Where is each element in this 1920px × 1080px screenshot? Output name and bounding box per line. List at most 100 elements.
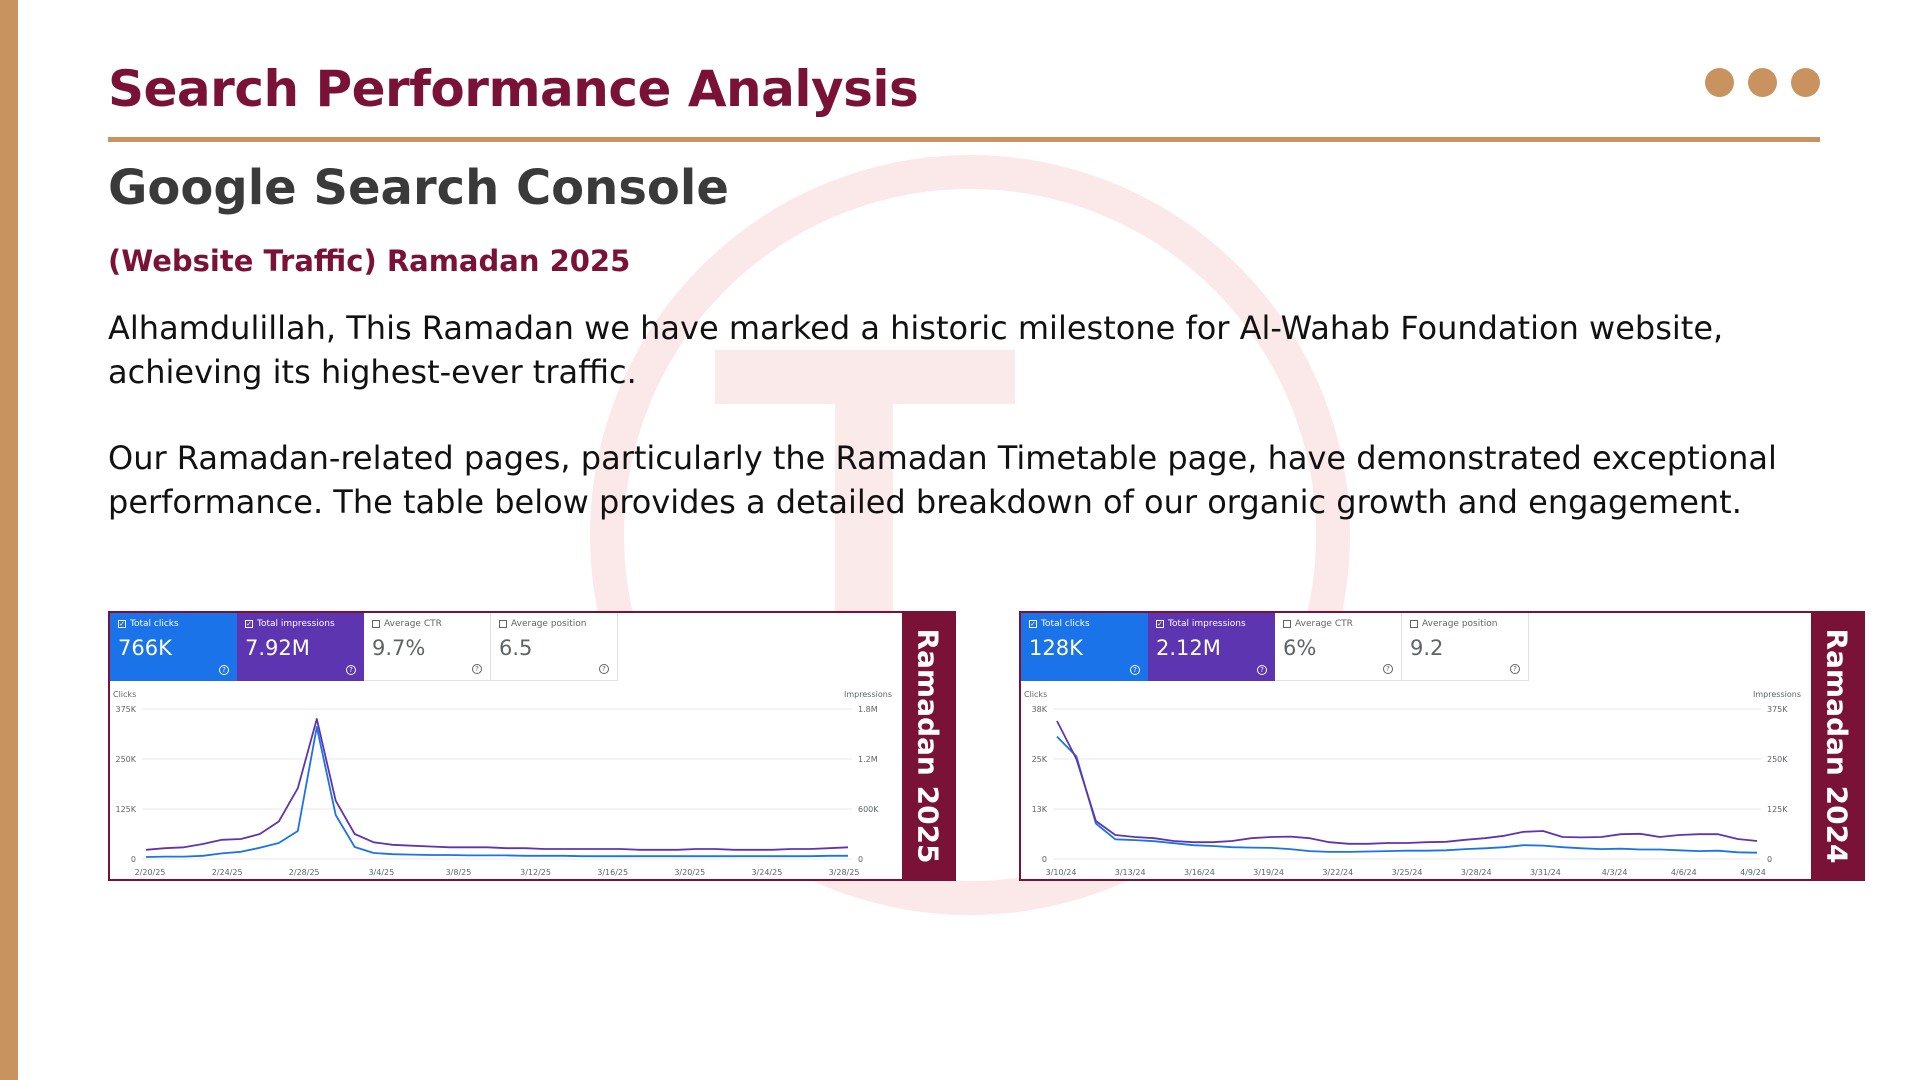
metric-label: Total impressions	[1168, 619, 1246, 629]
help-icon[interactable]: ?	[472, 664, 482, 674]
metric-card-position[interactable]: Average position 9.2 ?	[1402, 613, 1529, 681]
left-accent-bar	[0, 0, 18, 1080]
dot-icon	[1791, 68, 1820, 97]
clicks-series-line	[145, 726, 848, 858]
x-tick-label: 3/16/25	[597, 868, 628, 877]
metric-label: Total clicks	[130, 619, 179, 629]
section-tag: (Website Traffic) Ramadan 2025	[108, 244, 631, 278]
dot-icon	[1705, 68, 1734, 97]
panel-side-label: Ramadan 2024	[1811, 613, 1863, 879]
right-axis-title: Impressions	[844, 690, 892, 699]
left-axis-title: Clicks	[1024, 690, 1047, 699]
metric-value: 9.2	[1410, 636, 1444, 660]
panel-side-label: Ramadan 2025	[902, 613, 954, 879]
metric-label: Average position	[1422, 619, 1498, 629]
metric-label: Total impressions	[257, 619, 335, 629]
x-tick-label: 3/22/24	[1322, 868, 1353, 877]
x-tick-label: 3/25/24	[1392, 868, 1423, 877]
x-tick-label: 3/12/25	[520, 868, 551, 877]
checkbox-icon[interactable]: ✓	[1156, 620, 1164, 628]
metric-card-clicks[interactable]: ✓ Total clicks 766K ?	[110, 613, 237, 681]
help-icon[interactable]: ?	[1130, 665, 1140, 675]
chart-2024: Clicks Impressions 38K 375K 25K 250K 13K 125K 0 0…	[1024, 690, 1801, 877]
metric-card-impressions[interactable]: ✓ Total impressions 7.92M ?	[237, 613, 364, 681]
x-tick-label: 3/19/24	[1253, 868, 1284, 877]
metric-value: 7.92M	[245, 636, 310, 660]
right-tick-label: 1.8M	[858, 705, 878, 714]
metric-label: Average CTR	[384, 619, 442, 629]
metric-value: 766K	[118, 636, 172, 660]
right-tick-label: 1.2M	[858, 755, 878, 764]
metric-card-impressions[interactable]: ✓ Total impressions 2.12M ?	[1148, 613, 1275, 681]
help-icon[interactable]: ?	[1510, 664, 1520, 674]
metric-label: Total clicks	[1041, 619, 1090, 629]
page-title: Search Performance Analysis	[108, 60, 919, 118]
gsc-panel-2025: ✓ Total clicks 766K ? ✓ Total impressions …	[108, 611, 956, 881]
metric-value: 6.5	[499, 636, 533, 660]
x-tick-label: 2/20/25	[135, 868, 166, 877]
panel-year-label: Ramadan 2024	[1820, 628, 1854, 864]
help-icon[interactable]: ?	[599, 664, 609, 674]
x-tick-label: 3/28/25	[829, 868, 860, 877]
checkbox-icon[interactable]: ✓	[118, 620, 126, 628]
right-tick-label: 0	[1767, 855, 1772, 864]
left-axis-title: Clicks	[113, 690, 136, 699]
x-tick-label: 4/9/24	[1740, 868, 1766, 877]
checkbox-icon[interactable]	[499, 620, 507, 628]
metric-label: Average CTR	[1295, 619, 1353, 629]
x-tick-label: 4/6/24	[1671, 868, 1697, 877]
metric-value: 128K	[1029, 636, 1083, 660]
x-tick-label: 2/24/25	[212, 868, 243, 877]
right-tick-label: 250K	[1767, 755, 1788, 764]
checkbox-icon[interactable]: ✓	[245, 620, 253, 628]
right-axis-title: Impressions	[1753, 690, 1801, 699]
x-tick-label: 3/10/24	[1046, 868, 1077, 877]
help-icon[interactable]: ?	[219, 665, 229, 675]
impressions-series-line	[1056, 720, 1758, 845]
metric-card-clicks[interactable]: ✓ Total clicks 128K ?	[1021, 613, 1148, 681]
help-icon[interactable]: ?	[346, 665, 356, 675]
right-tick-label: 0	[858, 855, 863, 864]
x-tick-label: 3/20/25	[674, 868, 705, 877]
help-icon[interactable]: ?	[1383, 664, 1393, 674]
metric-cards: ✓ Total clicks 766K ? ✓ Total impressions …	[110, 613, 618, 681]
x-tick-label: 3/31/24	[1530, 868, 1561, 877]
metric-value: 9.7%	[372, 636, 426, 660]
right-tick-label: 125K	[1767, 805, 1788, 814]
metric-card-ctr[interactable]: Average CTR 6% ?	[1275, 613, 1402, 681]
x-tick-label: 3/13/24	[1115, 868, 1146, 877]
metric-value: 2.12M	[1156, 636, 1221, 660]
checkbox-icon[interactable]	[1283, 620, 1291, 628]
left-tick-label: 125K	[115, 805, 136, 814]
metric-card-position[interactable]: Average position 6.5 ?	[491, 613, 618, 681]
x-tick-label: 3/28/24	[1461, 868, 1492, 877]
right-tick-label: 375K	[1767, 705, 1788, 714]
metric-label: Average position	[511, 619, 587, 629]
dot-icon	[1748, 68, 1777, 97]
metric-card-ctr[interactable]: Average CTR 9.7% ?	[364, 613, 491, 681]
detail-paragraph: Our Ramadan-related pages, particularly …	[108, 439, 1777, 521]
help-icon[interactable]: ?	[1257, 665, 1267, 675]
x-tick-label: 3/8/25	[446, 868, 472, 877]
x-tick-label: 3/24/25	[751, 868, 782, 877]
x-tick-label: 4/3/24	[1602, 868, 1628, 877]
left-tick-label: 0	[131, 855, 136, 864]
checkbox-icon[interactable]	[372, 620, 380, 628]
left-tick-label: 13K	[1032, 805, 1048, 814]
intro-paragraph: Alhamdulillah, This Ramadan we have mark…	[108, 309, 1724, 391]
checkbox-icon[interactable]	[1410, 620, 1418, 628]
x-tick-label: 2/28/25	[289, 868, 320, 877]
gsc-panel-2024: ✓ Total clicks 128K ? ✓ Total impressions …	[1019, 611, 1865, 881]
metric-cards: ✓ Total clicks 128K ? ✓ Total impressions …	[1021, 613, 1529, 681]
clicks-series-line	[1056, 735, 1758, 854]
right-tick-label: 600K	[858, 805, 879, 814]
left-tick-label: 250K	[115, 755, 136, 764]
x-tick-label: 3/4/25	[368, 868, 394, 877]
x-tick-label: 3/16/24	[1184, 868, 1215, 877]
title-divider	[108, 137, 1820, 142]
checkbox-icon[interactable]: ✓	[1029, 620, 1037, 628]
impressions-series-line	[145, 718, 849, 851]
chart-2025: Clicks Impressions 375K 1.8M 250K 1.2M 125K 600…	[113, 690, 892, 877]
metric-value: 6%	[1283, 636, 1317, 660]
panel-year-label: Ramadan 2025	[911, 628, 945, 864]
